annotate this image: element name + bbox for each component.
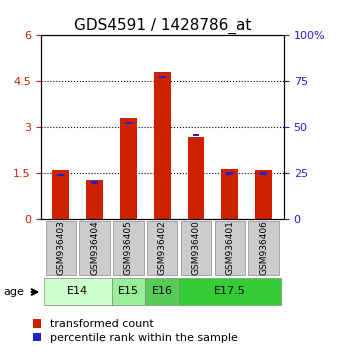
FancyBboxPatch shape — [181, 221, 211, 275]
Legend: transformed count, percentile rank within the sample: transformed count, percentile rank withi… — [32, 319, 238, 343]
FancyBboxPatch shape — [147, 221, 177, 275]
Text: GSM936404: GSM936404 — [90, 221, 99, 275]
Bar — [52, 170, 69, 219]
Text: E14: E14 — [67, 286, 88, 296]
Text: GSM936402: GSM936402 — [158, 221, 167, 275]
Text: E15: E15 — [118, 286, 139, 296]
FancyBboxPatch shape — [113, 221, 144, 275]
FancyBboxPatch shape — [44, 278, 112, 305]
Text: GSM936401: GSM936401 — [225, 220, 234, 275]
Text: GSM936405: GSM936405 — [124, 220, 133, 275]
Bar — [260, 172, 267, 175]
Text: GSM936400: GSM936400 — [192, 220, 200, 275]
FancyBboxPatch shape — [46, 221, 76, 275]
Bar — [57, 174, 64, 176]
FancyBboxPatch shape — [215, 221, 245, 275]
FancyBboxPatch shape — [79, 221, 110, 275]
Text: E17.5: E17.5 — [214, 286, 246, 296]
FancyBboxPatch shape — [248, 221, 279, 275]
Bar — [91, 182, 98, 184]
Text: GSM936403: GSM936403 — [56, 220, 65, 275]
Bar — [120, 118, 137, 219]
Bar — [255, 170, 272, 219]
Bar — [125, 122, 132, 124]
Text: E16: E16 — [152, 286, 173, 296]
FancyBboxPatch shape — [179, 278, 281, 305]
Bar — [193, 134, 199, 136]
Bar — [226, 172, 233, 175]
Text: GSM936406: GSM936406 — [259, 220, 268, 275]
Bar — [159, 76, 166, 78]
FancyBboxPatch shape — [112, 278, 145, 305]
Title: GDS4591 / 1428786_at: GDS4591 / 1428786_at — [74, 18, 251, 34]
Bar — [221, 169, 238, 219]
FancyBboxPatch shape — [145, 278, 179, 305]
Bar — [154, 72, 171, 219]
Text: age: age — [3, 287, 24, 297]
Bar — [188, 137, 204, 219]
Bar — [86, 179, 103, 219]
